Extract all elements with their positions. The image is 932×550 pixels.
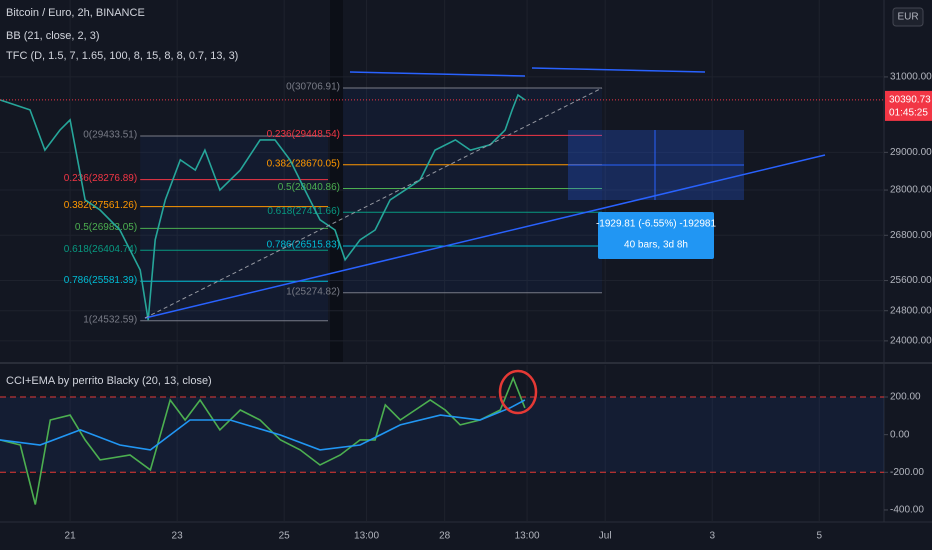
indicator-label: TFC (D, 1.5, 7, 1.65, 100, 8, 15, 8, 8, … <box>6 50 238 62</box>
fib-label: 0.618(26404.74) <box>64 244 137 255</box>
y-tick-label: -200.00 <box>890 467 924 478</box>
trend-line <box>531 67 706 73</box>
y-tick-label: 24800.00 <box>890 305 932 316</box>
fib-label: 0(30706.91) <box>286 82 340 93</box>
y-tick-label: 26800.00 <box>890 230 932 241</box>
x-tick-label: 23 <box>172 531 184 542</box>
fib-label: 0.236(28276.89) <box>64 173 137 184</box>
fib-label: 0.786(25581.39) <box>64 275 137 286</box>
currency-badge[interactable] <box>892 7 924 27</box>
y-tick-label: 25600.00 <box>890 275 932 286</box>
fib-label: 1(24532.59) <box>83 314 137 325</box>
price-pane: 24000.00 24800.00 25600.00 26800.00 28000.00… <box>0 0 932 362</box>
y-tick-label: 31000.00 <box>890 72 932 83</box>
fib-label: 0.786(26515.83) <box>267 240 340 251</box>
currency[interactable]: EUR <box>897 12 918 23</box>
fib-trend <box>144 87 603 319</box>
chart-title: Bitcoin / Euro, 2h, BINANCE <box>6 7 145 19</box>
trend-line <box>349 71 526 77</box>
fib-label: 0(29433.51) <box>83 130 137 141</box>
fib-label: 0.382(27561.26) <box>64 200 137 211</box>
indicator-label: BB (21, close, 2, 3) <box>6 30 100 42</box>
x-tick-label: Jul <box>599 531 612 542</box>
y-tick-label: 29000.00 <box>890 147 932 158</box>
y-tick-label: 0.00 <box>890 429 910 440</box>
x-tick-label: 21 <box>65 531 77 542</box>
band-fill <box>0 397 884 473</box>
measure-label: -1929.81 (-6.55%) -192981 <box>596 219 717 230</box>
indicator-title: CCI+EMA by perrito Blacky (20, 13, close… <box>6 375 212 387</box>
fib-label: 1(25274.82) <box>286 286 340 297</box>
highlight-circle <box>498 369 538 415</box>
y-tick-label: -400.00 <box>890 505 924 516</box>
trend-line <box>144 154 826 319</box>
fib-label: 0.5(26983.05) <box>75 222 137 233</box>
series-line <box>0 399 526 451</box>
x-tick-label: 13:00 <box>354 531 379 542</box>
series-line <box>0 93 526 321</box>
session-gap <box>330 0 343 362</box>
fib-label: 0.618(27411.66) <box>267 206 340 217</box>
fib-label: 0.236(29448.54) <box>267 129 340 140</box>
cci-pane: 200.00 0.00 -200.00 -400.00 <box>0 365 924 522</box>
fib-label: 0.382(28670.05) <box>267 158 340 169</box>
last-price-label: 30390.73 <box>889 95 931 106</box>
y-tick-label: 24000.00 <box>890 336 932 347</box>
x-tick-label: 13:00 <box>515 531 540 542</box>
countdown: 01:45:25 <box>889 108 928 119</box>
measure-box <box>598 212 714 259</box>
x-tick-label: 3 <box>709 531 715 542</box>
fib-area <box>343 87 602 293</box>
y-tick-label: 28000.00 <box>890 185 932 196</box>
last-price-badge <box>885 90 932 121</box>
series-line <box>0 376 526 505</box>
x-tick-label: 25 <box>279 531 291 542</box>
x-tick-label: 5 <box>816 531 822 542</box>
y-tick-label: 200.00 <box>890 392 921 403</box>
measure-duration: 40 bars, 3d 8h <box>624 240 688 251</box>
fib-label: 0.5(28040.86) <box>278 182 340 193</box>
x-tick-label: 28 <box>439 531 451 542</box>
